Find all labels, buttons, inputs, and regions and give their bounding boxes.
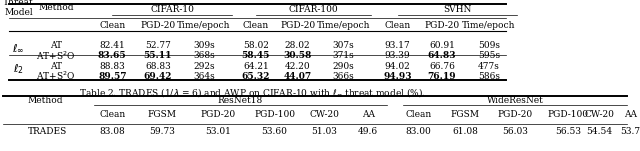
- Text: 58.02: 58.02: [243, 41, 269, 50]
- Text: 44.07: 44.07: [284, 72, 312, 81]
- Text: 88.83: 88.83: [99, 62, 125, 71]
- Text: 42.20: 42.20: [285, 62, 310, 71]
- Text: Clean: Clean: [99, 21, 125, 30]
- Text: 371s: 371s: [332, 51, 354, 61]
- Text: 477s: 477s: [478, 62, 500, 71]
- Text: 49.6: 49.6: [358, 127, 378, 136]
- Text: 83.08: 83.08: [99, 127, 125, 136]
- Text: 366s: 366s: [332, 72, 354, 81]
- Text: 309s: 309s: [193, 41, 215, 50]
- Text: 76.19: 76.19: [428, 72, 456, 81]
- Text: 56.53: 56.53: [555, 127, 581, 136]
- Text: 59.73: 59.73: [149, 127, 175, 136]
- Text: 82.41: 82.41: [99, 41, 125, 50]
- Text: 64.21: 64.21: [243, 62, 269, 71]
- Text: TRADES: TRADES: [28, 127, 67, 136]
- Text: 93.39: 93.39: [385, 51, 410, 61]
- Text: 64.83: 64.83: [428, 51, 456, 61]
- Text: 53.7: 53.7: [621, 127, 640, 136]
- Text: AA: AA: [362, 110, 375, 119]
- Text: $\ell_2$: $\ell_2$: [13, 62, 24, 76]
- Text: 54.54: 54.54: [586, 127, 612, 136]
- Text: 83.65: 83.65: [98, 51, 127, 61]
- Text: 61.08: 61.08: [452, 127, 478, 136]
- Text: FGSM: FGSM: [148, 110, 177, 119]
- Text: PGD-20: PGD-20: [280, 21, 316, 30]
- Text: ResNet18: ResNet18: [218, 96, 263, 105]
- Text: 290s: 290s: [332, 62, 354, 71]
- Text: AT: AT: [50, 41, 62, 50]
- Text: 58.45: 58.45: [242, 51, 270, 61]
- Text: 94.93: 94.93: [383, 72, 412, 81]
- Text: 51.03: 51.03: [312, 127, 337, 136]
- Text: AT+S$^2$O: AT+S$^2$O: [36, 70, 76, 82]
- Text: SVHN: SVHN: [443, 5, 472, 14]
- Text: 89.57: 89.57: [98, 72, 127, 81]
- Text: Method: Method: [38, 3, 74, 12]
- Text: WideResNet: WideResNet: [486, 96, 543, 105]
- Text: 55.11: 55.11: [143, 51, 172, 61]
- Text: $\ell_\infty$: $\ell_\infty$: [12, 42, 25, 54]
- Text: 307s: 307s: [332, 41, 354, 50]
- Text: Threat
Model: Threat Model: [3, 0, 34, 17]
- Text: 83.00: 83.00: [405, 127, 431, 136]
- Text: PGD-20: PGD-20: [140, 21, 175, 30]
- Text: Clean: Clean: [385, 21, 411, 30]
- Text: AT+S$^2$O: AT+S$^2$O: [36, 50, 76, 62]
- Text: 28.02: 28.02: [285, 41, 310, 50]
- Text: 30.58: 30.58: [284, 51, 312, 61]
- Text: FGSM: FGSM: [451, 110, 479, 119]
- Text: Time/epoch: Time/epoch: [177, 21, 231, 30]
- Text: 94.02: 94.02: [385, 62, 410, 71]
- Text: 53.01: 53.01: [205, 127, 231, 136]
- Text: AA: AA: [624, 110, 637, 119]
- Text: PGD-100: PGD-100: [254, 110, 295, 119]
- Text: PGD-100: PGD-100: [548, 110, 589, 119]
- Text: CW-20: CW-20: [310, 110, 340, 119]
- Text: 56.03: 56.03: [502, 127, 528, 136]
- Text: Method: Method: [28, 96, 63, 104]
- Text: Time/epoch: Time/epoch: [317, 21, 370, 30]
- Text: 52.77: 52.77: [145, 41, 171, 50]
- Text: 60.91: 60.91: [429, 41, 455, 50]
- Text: 69.42: 69.42: [143, 72, 172, 81]
- Text: 292s: 292s: [193, 62, 215, 71]
- Text: CW-20: CW-20: [584, 110, 614, 119]
- Text: 68.83: 68.83: [145, 62, 171, 71]
- Text: 368s: 368s: [193, 51, 215, 61]
- Text: Table 2. TRADES (1/$\lambda$ = 6) and AWP on CIFAR-10 with $\ell_\infty$ threat : Table 2. TRADES (1/$\lambda$ = 6) and AW…: [79, 86, 426, 99]
- Text: CIFAR-10: CIFAR-10: [150, 5, 194, 14]
- Text: 66.76: 66.76: [429, 62, 455, 71]
- Text: 65.32: 65.32: [242, 72, 270, 81]
- Text: CIFAR-100: CIFAR-100: [289, 5, 339, 14]
- Text: 509s: 509s: [478, 41, 500, 50]
- Text: Clean: Clean: [99, 110, 125, 119]
- Text: 93.17: 93.17: [385, 41, 410, 50]
- Text: Clean: Clean: [243, 21, 269, 30]
- Text: 595s: 595s: [477, 51, 500, 61]
- Text: AT: AT: [50, 62, 62, 71]
- Text: 364s: 364s: [193, 72, 215, 81]
- Text: 586s: 586s: [478, 72, 500, 81]
- Text: PGD-20: PGD-20: [424, 21, 460, 30]
- Text: 53.60: 53.60: [262, 127, 287, 136]
- Text: PGD-20: PGD-20: [497, 110, 532, 119]
- Text: Clean: Clean: [405, 110, 431, 119]
- Text: PGD-20: PGD-20: [201, 110, 236, 119]
- Text: Time/epoch: Time/epoch: [462, 21, 516, 30]
